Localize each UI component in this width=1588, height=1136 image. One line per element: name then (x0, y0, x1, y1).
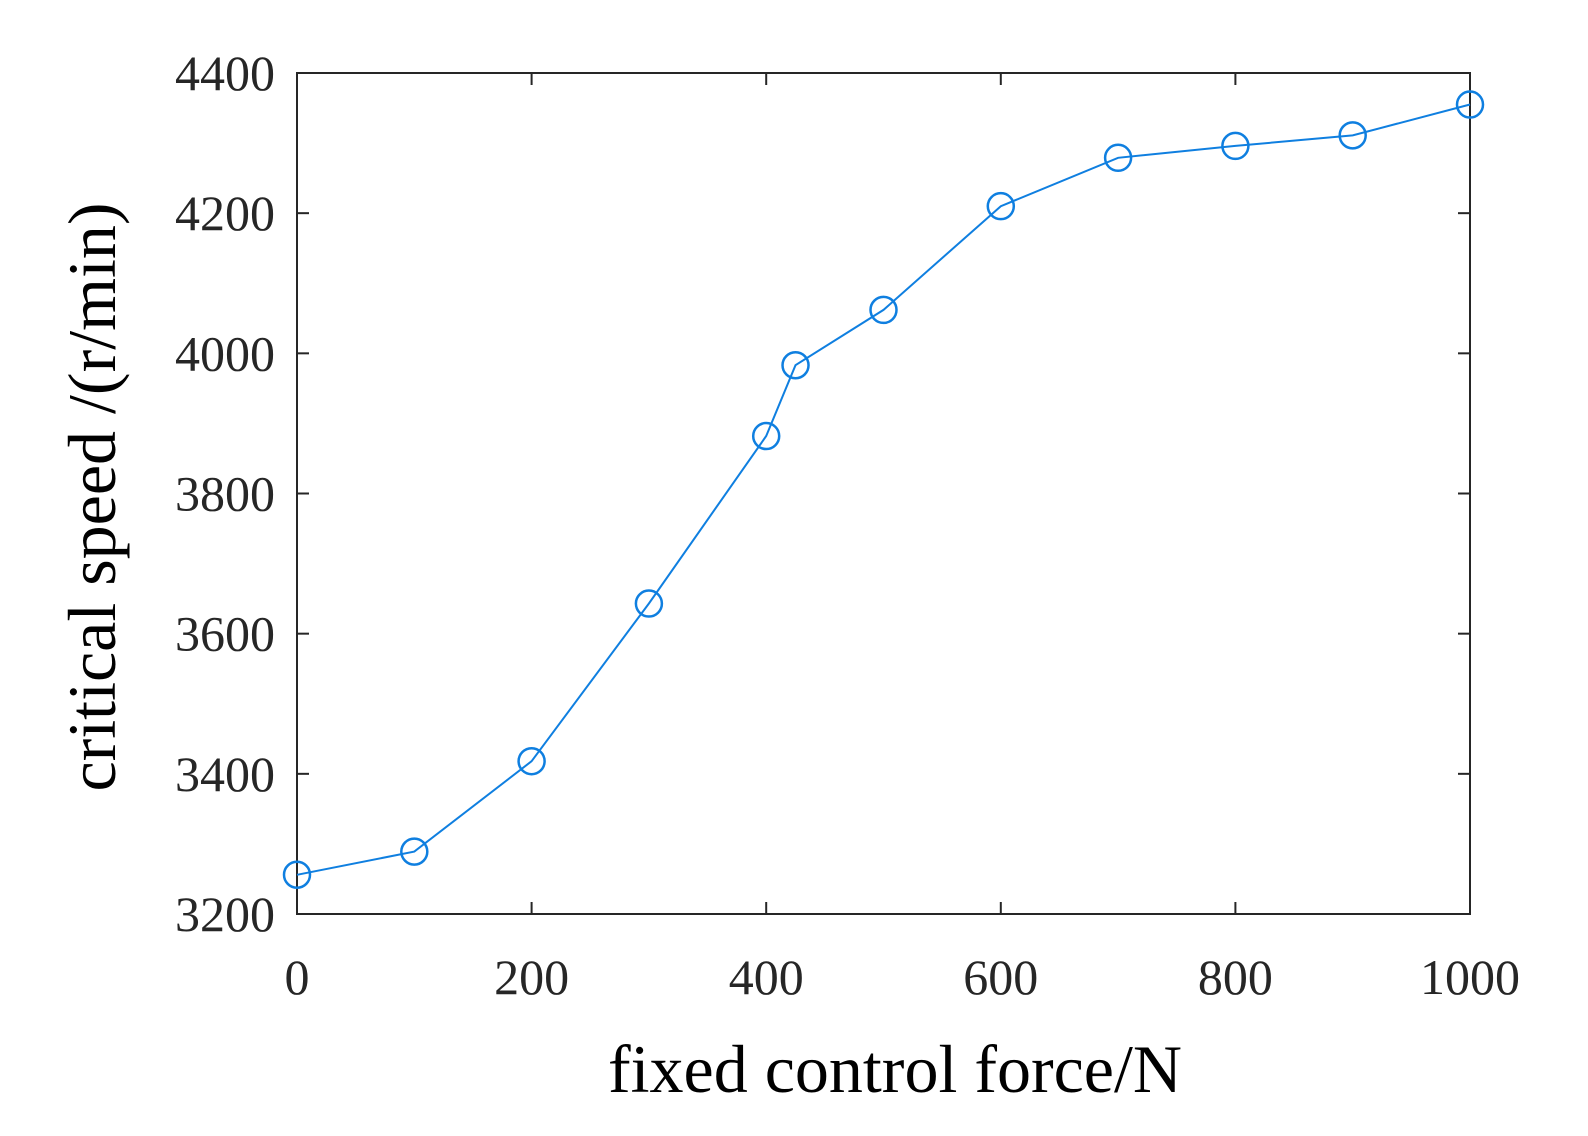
plot-area (296, 72, 1471, 915)
data-point (751, 421, 781, 451)
data-point (1455, 90, 1485, 119)
y-tick-label: 3800 (175, 466, 275, 522)
y-tick-label: 4000 (175, 325, 275, 381)
data-point (400, 837, 429, 866)
data-point (869, 295, 898, 325)
x-axis: 0 200 400 600 800 1000 (285, 73, 1520, 1005)
data-point (1221, 131, 1250, 161)
data-point (1338, 121, 1367, 150)
y-axis-title: critical speed /(r/min) (54, 202, 130, 791)
x-tick-label: 600 (963, 949, 1038, 1005)
data-point (282, 860, 312, 890)
x-tick-label: 0 (285, 949, 310, 1005)
y-axis: 3200 3400 3600 3800 4000 4200 4400 (175, 45, 1470, 942)
plot-frame (296, 72, 1471, 915)
x-tick-label: 200 (494, 949, 569, 1005)
y-tick-label: 4200 (175, 185, 275, 241)
data-point (517, 746, 546, 776)
x-axis-title: fixed control force/N (608, 1031, 1182, 1107)
x-tick-label: 400 (729, 949, 804, 1005)
y-tick-label: 4400 (175, 45, 275, 101)
x-tick-label: 1000 (1420, 949, 1520, 1005)
y-tick-label: 3200 (175, 886, 275, 942)
data-point (781, 350, 810, 380)
y-tick-label: 3400 (175, 746, 275, 802)
series-line (296, 103, 1471, 876)
y-tick-label: 3600 (175, 606, 275, 662)
data-point (1103, 143, 1133, 173)
data-point (634, 589, 664, 618)
x-tick-label: 800 (1198, 949, 1273, 1005)
data-point (986, 191, 1016, 221)
series-layer (282, 90, 1485, 890)
